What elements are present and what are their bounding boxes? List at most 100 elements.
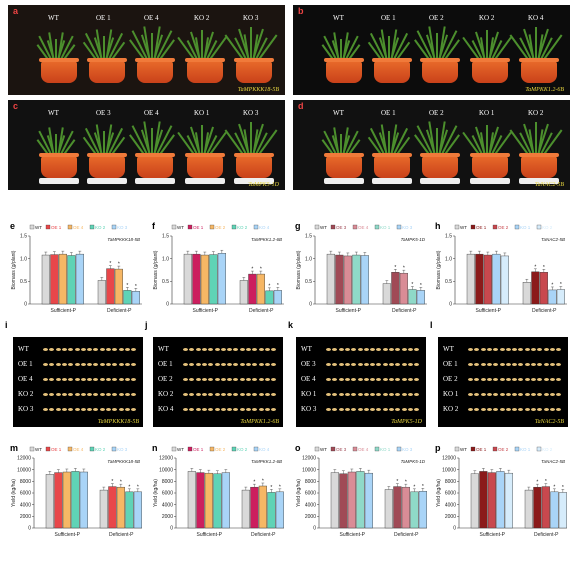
gene-name: TaMPKK1.2-6B xyxy=(251,237,282,242)
genotype-label: OE 2 xyxy=(443,375,458,383)
seed xyxy=(401,378,407,381)
seed xyxy=(68,348,74,351)
gene-name: TaMPKKK18-5B xyxy=(237,87,279,93)
seed xyxy=(118,393,124,396)
seed xyxy=(74,348,80,351)
seed xyxy=(61,408,67,411)
legend-swatch xyxy=(29,224,35,230)
x-category-label: Deficient-P xyxy=(107,308,132,314)
bar xyxy=(496,471,505,529)
legend-label: WT xyxy=(35,447,42,452)
seed xyxy=(493,348,499,351)
pot-saucer xyxy=(324,178,364,184)
seed xyxy=(326,348,331,351)
significance-marker: * xyxy=(420,283,422,289)
y-tick-label: 12000 xyxy=(302,456,316,462)
seed xyxy=(326,408,331,411)
bar xyxy=(217,253,226,305)
seed xyxy=(407,348,413,351)
significance-marker: * xyxy=(405,480,407,486)
seed xyxy=(99,363,105,366)
genotype-label: WT xyxy=(443,345,454,353)
seed xyxy=(363,348,369,351)
seed xyxy=(227,408,233,411)
biomass-chart: g WT OE 3 OE 4 KO 1 KO 3 0 0.5 1.0 1.5 Biomass (g/… xyxy=(295,221,427,314)
seed xyxy=(351,393,357,396)
gene-name: TaMPKKK18-5B xyxy=(107,237,140,242)
seed xyxy=(214,408,220,411)
seed xyxy=(201,393,207,396)
legend-label: OE 4 xyxy=(73,447,84,452)
legend-label: KO 3 xyxy=(402,225,413,230)
y-tick-label: 0 xyxy=(313,526,316,532)
seed xyxy=(131,393,137,396)
y-tick-label: 1.0 xyxy=(162,256,169,262)
significance-marker: * xyxy=(135,284,137,290)
seed xyxy=(189,408,195,411)
legend-swatch xyxy=(209,446,215,452)
significance-marker: * xyxy=(128,484,130,490)
bar xyxy=(67,255,76,305)
seed xyxy=(239,348,245,351)
gene-name: TaMPK5-1D xyxy=(401,237,426,242)
seed xyxy=(480,363,486,366)
legend-swatch xyxy=(330,446,336,452)
seed xyxy=(55,348,61,351)
y-tick-label: 8000 xyxy=(162,479,173,485)
genotype-label: KO 2 xyxy=(158,390,174,398)
seed xyxy=(99,348,105,351)
seed xyxy=(505,408,511,411)
significance-marker: * xyxy=(260,267,262,273)
seed xyxy=(246,408,251,411)
genotype-label: OE 1 xyxy=(381,109,396,117)
seed xyxy=(239,393,245,396)
panel-letter: p xyxy=(435,443,441,453)
flower-pot xyxy=(234,58,274,83)
seed xyxy=(118,408,124,411)
seed xyxy=(351,408,357,411)
legend-swatch xyxy=(29,446,35,452)
seed xyxy=(531,408,536,411)
seed xyxy=(106,363,111,366)
legend-label: KO 1 xyxy=(380,225,391,230)
genotype-label: KO 2 xyxy=(528,109,544,117)
seed xyxy=(493,393,499,396)
y-tick-label: 4000 xyxy=(305,502,316,508)
seed xyxy=(389,348,394,351)
seed xyxy=(543,348,549,351)
seed xyxy=(493,378,499,381)
y-axis-label: Biomass (g/plant) xyxy=(436,250,442,289)
seed xyxy=(531,378,536,381)
bar xyxy=(273,290,282,305)
genotype-label: OE 1 xyxy=(18,360,33,368)
seed xyxy=(344,408,350,411)
seed xyxy=(332,348,338,351)
seed-photo-panel: WT OE 1 OE 2 KO 2 KO 4 TaMPKK1.2-6B xyxy=(153,337,283,427)
bar xyxy=(470,473,479,529)
significance-marker: * xyxy=(394,265,396,271)
seed xyxy=(55,363,61,366)
bar xyxy=(393,486,402,529)
seed xyxy=(414,393,420,396)
seed xyxy=(518,363,524,366)
bar xyxy=(241,489,250,529)
y-tick-label: 2000 xyxy=(20,514,31,520)
significance-marker: * xyxy=(413,484,415,490)
seed xyxy=(93,378,99,381)
genotype-label: OE 4 xyxy=(18,375,33,383)
plant-leaf xyxy=(55,39,57,69)
seed xyxy=(468,378,473,381)
y-tick-label: 12000 xyxy=(442,456,456,462)
bar xyxy=(200,254,209,305)
bar xyxy=(466,253,475,305)
genotype-label: OE 4 xyxy=(144,109,159,117)
seed xyxy=(189,393,195,396)
genotype-label: KO 3 xyxy=(301,405,317,413)
plant-leaf xyxy=(250,122,252,164)
seed xyxy=(407,393,413,396)
bar xyxy=(556,289,565,305)
yield-chart: p WT OE 1 OE 2 KO 1 KO 2 0 2000 4000 6000 8000 1000… xyxy=(435,443,567,538)
plant-leaf xyxy=(103,131,105,164)
gene-name: TaNAC2-5B xyxy=(534,182,564,188)
y-tick-label: 2000 xyxy=(445,514,456,520)
